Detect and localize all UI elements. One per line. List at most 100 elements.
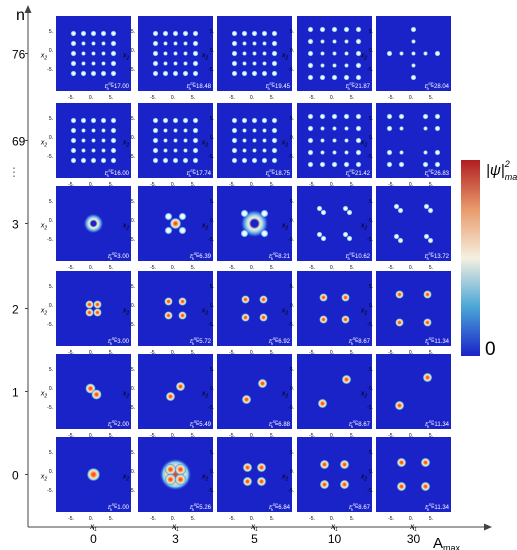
panel-x-tick: 0.: [409, 95, 413, 101]
density-panel: 5. 0. -5. x2 -5. 0. 5. ESP n =11.34: [360, 354, 451, 439]
density-spot: [319, 113, 326, 120]
panel-x-tick: -5.: [68, 516, 74, 522]
density-spot: [172, 30, 179, 37]
panel-x-tick: 0.: [171, 95, 175, 101]
row-label: 1: [12, 386, 19, 400]
panel-x-tick: 5.: [350, 516, 354, 522]
density-spot: [343, 26, 350, 33]
panel-y-tick: 5.: [290, 450, 294, 456]
density-spot: [101, 61, 106, 66]
density-spot: [192, 147, 199, 154]
density-spot: [163, 148, 168, 153]
panel-x-tick: 0.: [250, 265, 254, 271]
density-spot: [241, 70, 248, 77]
density-spot: [241, 394, 252, 405]
panel-energy-label: ESP n =16.00: [104, 168, 130, 178]
panel-y-label: x2: [122, 474, 130, 483]
row-label: 0: [12, 469, 19, 483]
panel-y-tick: -5.: [47, 322, 53, 328]
panel-y-label: x2: [122, 391, 130, 400]
panel-y-tick: 0.: [49, 469, 53, 475]
panel-x-tick: 0.: [89, 350, 93, 356]
panel-energy-label: ESP n =6.84: [268, 502, 291, 512]
colorbar: |ψ|2max 0: [461, 159, 517, 360]
density-panel: 5. 0. -5. x2 -5. 0. 5. ESP n =3.00: [40, 271, 131, 356]
panel-energy-label: ESP n =28.04: [424, 81, 450, 91]
colorbar-label: |ψ|2max: [486, 159, 517, 182]
density-spot: [110, 137, 117, 144]
density-spot: [241, 313, 250, 322]
density-spot: [307, 113, 314, 120]
panel-y-tick: 5.: [369, 284, 373, 290]
density-spot: [70, 117, 77, 124]
density-spot: [192, 70, 199, 77]
density-spot: [163, 128, 168, 133]
density-spot: [172, 117, 179, 124]
density-spot: [183, 138, 188, 143]
density-spot: [231, 30, 238, 37]
density-spot: [80, 30, 87, 37]
panel-y-tick: -5.: [129, 488, 135, 494]
density-spot: [256, 476, 267, 487]
density-spot: [70, 127, 77, 134]
density-spot: [241, 157, 248, 164]
panel-x-tick: 5.: [270, 516, 274, 522]
panel-background: [217, 354, 292, 429]
panel-x-label: x1: [409, 522, 417, 533]
panel-x-tick: -5.: [229, 265, 235, 271]
density-spot: [165, 391, 176, 402]
density-spot: [192, 50, 199, 57]
density-panel: 5. 0. -5. x2 -5. 0. 5. ESP n =19.45: [201, 16, 292, 101]
panel-x-tick: 5.: [109, 433, 113, 439]
density-panel: 5. 0. -5. x2 -5. 0. 5. ESP n =5.72: [122, 271, 213, 356]
panel-y-tick: -5.: [129, 237, 135, 243]
density-spot: [162, 70, 169, 77]
panel-y-tick: 5.: [210, 29, 214, 35]
panel-x-tick: 0.: [171, 182, 175, 188]
panel-y-label: x2: [122, 308, 130, 317]
panel-energy-label: ESP n =17.00: [104, 81, 130, 91]
density-spot: [316, 231, 323, 238]
density-spot: [173, 41, 178, 46]
panel-y-tick: 0.: [210, 303, 214, 309]
density-spot: [271, 127, 278, 134]
panel-energy-label: ESP n =8.21: [268, 251, 291, 261]
panel-x-tick: -5.: [229, 95, 235, 101]
density-spot: [332, 126, 337, 131]
density-spot: [152, 60, 159, 67]
density-spot: [163, 61, 168, 66]
density-panel: 5. 0. -5. x2 -5. 0. 5. ESP n =26.83: [360, 103, 451, 188]
density-spot: [110, 157, 117, 164]
panel-y-label: x2: [40, 391, 48, 400]
panel-x-tick: -5.: [150, 95, 156, 101]
panel-x-tick: 5.: [270, 433, 274, 439]
panel-x-tick: 0.: [89, 433, 93, 439]
density-spot: [90, 70, 97, 77]
density-spot: [81, 128, 86, 133]
density-spot: [262, 51, 267, 56]
density-spot: [241, 295, 250, 304]
panel-y-tick: 0.: [49, 386, 53, 392]
density-panel: 5. 0. -5. x2 -5. 0. 5. ESP n =6.92: [201, 271, 292, 356]
panel-x-tick: -5.: [229, 516, 235, 522]
density-spot: [242, 462, 253, 473]
panel-x-tick: 5.: [270, 350, 274, 356]
density-panel: 5. 0. -5. x2 -5. 0. 5. x1 ESP n =8.67: [281, 437, 372, 533]
density-spot: [395, 290, 404, 299]
panel-y-tick: 0.: [290, 48, 294, 54]
panel-energy-label: ESP n =11.34: [424, 419, 450, 429]
density-spot: [332, 138, 337, 143]
panel-y-tick: 5.: [369, 450, 373, 456]
density-spot: [317, 398, 328, 409]
density-spot: [271, 50, 278, 57]
density-spot: [251, 30, 258, 37]
panel-x-tick: -5.: [68, 182, 74, 188]
panel-energy-label: ESP n =1.00: [107, 502, 130, 512]
panel-x-tick: 0.: [250, 433, 254, 439]
density-spot: [399, 126, 404, 131]
panel-y-tick: 5.: [210, 284, 214, 290]
panel-y-tick: 5.: [131, 367, 135, 373]
density-spot: [70, 70, 77, 77]
panel-energy-label: ESP n =5.72: [189, 336, 212, 346]
density-spot: [231, 60, 238, 67]
